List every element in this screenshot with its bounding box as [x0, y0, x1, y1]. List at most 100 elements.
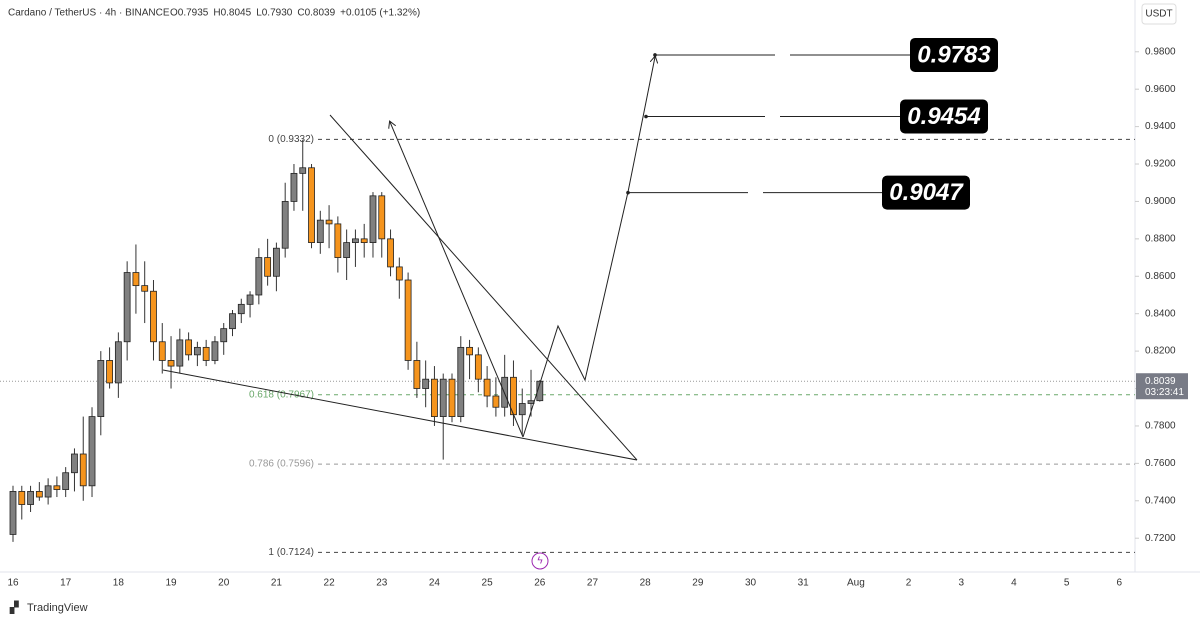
x-tick-label: 22	[324, 578, 336, 589]
y-tick-label: 0.8800	[1145, 233, 1176, 244]
x-tick-label: Aug	[847, 578, 865, 589]
candle-body	[457, 346, 465, 417]
candle-body	[237, 303, 245, 315]
last-price-label: 0.8039	[1145, 376, 1176, 387]
target-label: 0.9783	[917, 41, 991, 68]
x-tick-label: 25	[482, 578, 494, 589]
event-icon[interactable]	[531, 552, 549, 570]
candle-body	[141, 285, 149, 292]
candle-body	[492, 395, 500, 408]
ohlc-values: O0.7935 H0.8045 L0.7930 C0.8039 +0.0105 (+1.…	[170, 8, 420, 19]
currency: USDT	[1145, 9, 1172, 20]
candle-body	[202, 346, 210, 361]
x-tick-label: 29	[692, 578, 704, 589]
candle-body	[299, 167, 307, 174]
candle-body	[439, 378, 447, 417]
candle-body	[176, 339, 184, 367]
x-tick-label: 24	[429, 578, 441, 589]
candle-body	[378, 195, 386, 240]
brand: TradingView	[27, 602, 88, 614]
candle-body	[18, 491, 26, 505]
candle-body	[536, 380, 544, 402]
x-tick-label: 26	[534, 578, 546, 589]
candle-body	[193, 346, 201, 356]
candle-body	[518, 403, 526, 416]
candle-body	[352, 238, 359, 243]
fib-label: 0 (0.9332)	[268, 134, 314, 145]
ohlc-value: O0.7935	[170, 8, 209, 19]
x-tick-label: 20	[218, 578, 230, 589]
candle-body	[53, 485, 61, 490]
candle-body	[255, 257, 263, 296]
candle-body	[114, 341, 122, 384]
candle-body	[150, 290, 157, 343]
candle-body	[404, 279, 412, 361]
candle-body	[527, 400, 535, 404]
event-icon-glyph: ϟ	[537, 556, 543, 567]
candle-body	[185, 339, 193, 356]
candle-body	[325, 219, 333, 225]
candle-body	[88, 416, 96, 487]
candle-body	[413, 360, 421, 389]
fib-label: 1 (0.7124)	[268, 547, 314, 558]
target-box	[910, 37, 998, 72]
y-tick-label: 0.9000	[1145, 196, 1176, 207]
candle-body	[387, 238, 394, 268]
x-tick-label: 16	[7, 578, 19, 589]
candle-body	[123, 272, 131, 343]
x-tick-label: 3	[958, 578, 964, 589]
y-tick-label: 0.7800	[1145, 421, 1176, 432]
candle-body	[308, 167, 315, 243]
target-box	[900, 99, 988, 134]
trend-line	[162, 369, 638, 461]
target-box	[882, 175, 970, 210]
candle-body	[334, 223, 342, 258]
x-tick-label: 27	[587, 578, 599, 589]
candle-body	[158, 341, 166, 361]
y-tick-label: 0.9200	[1145, 159, 1176, 170]
candle-body	[360, 238, 368, 243]
symbol: Cardano / TetherUS · 4h · BINANCE	[8, 8, 170, 19]
candle-body	[369, 195, 377, 243]
candle-body	[79, 453, 87, 487]
candle-body	[483, 378, 491, 397]
candle-body	[246, 294, 254, 305]
y-tick-label: 0.7400	[1145, 495, 1176, 506]
x-tick-label: 4	[1011, 578, 1017, 589]
target-label: 0.9047	[889, 179, 964, 206]
x-tick-label: 6	[1116, 578, 1122, 589]
ohlc-value: L0.7930	[256, 8, 293, 19]
candle-body	[132, 272, 140, 287]
logo-icon: ▞	[9, 599, 19, 614]
currency-box	[1141, 3, 1177, 25]
candle-body	[501, 376, 509, 408]
candle-body	[220, 328, 228, 343]
candle-body	[71, 453, 78, 474]
candle-body	[9, 491, 17, 535]
y-tick-label: 0.9400	[1145, 121, 1176, 132]
x-tick-label: 19	[165, 578, 177, 589]
y-tick-label: 0.8400	[1145, 308, 1176, 319]
fib-label: 0.786 (0.7596)	[249, 459, 314, 470]
candle-body	[44, 485, 52, 498]
y-tick-label: 0.7200	[1145, 533, 1176, 544]
fib-label: 0.618 (0.7967)	[249, 389, 314, 400]
last-price-box	[1136, 373, 1188, 400]
y-tick-label: 0.7600	[1145, 458, 1176, 469]
candle-body	[316, 219, 324, 243]
y-tick-label: 0.8600	[1145, 271, 1176, 282]
candle-body	[466, 346, 473, 356]
target-label: 0.9454	[907, 103, 980, 130]
y-tick-label: 0.9800	[1145, 46, 1176, 57]
candle-body	[474, 354, 482, 380]
y-tick-label: 0.9600	[1145, 84, 1176, 95]
candle-body	[97, 360, 105, 417]
candle-body	[448, 378, 456, 417]
candle-body	[106, 360, 113, 384]
ohlc-value: H0.8045	[213, 8, 251, 19]
candle-body	[27, 491, 34, 505]
trend-line	[390, 122, 524, 438]
candle-body	[229, 313, 236, 330]
candle-body	[35, 491, 43, 498]
